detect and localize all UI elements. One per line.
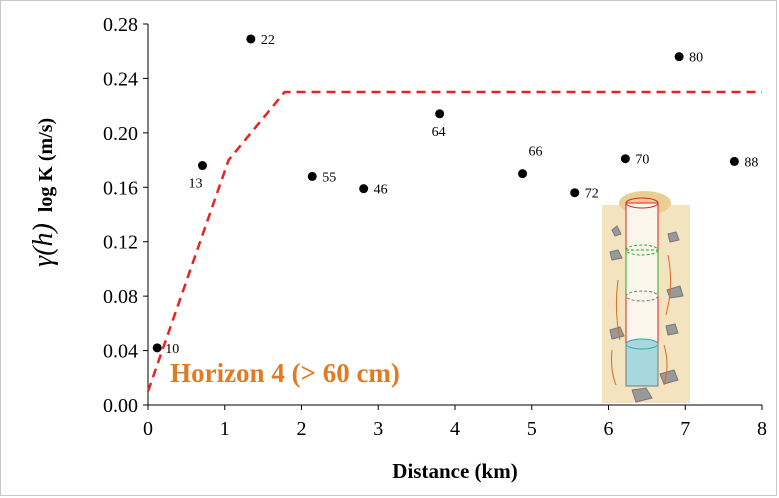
y-tick-label: 0.12 (103, 232, 138, 254)
x-tick-label: 2 (297, 418, 307, 440)
point-label: 55 (322, 170, 336, 185)
x-tick-label: 0 (143, 418, 153, 440)
point-label: 64 (432, 125, 446, 140)
well-illustration (602, 191, 690, 403)
model-line (146, 90, 762, 392)
x-tick-label: 4 (450, 418, 460, 440)
y-axis-label: log K (m/s) (35, 118, 57, 212)
point-label: 72 (585, 187, 599, 202)
x-tick-label: 6 (604, 418, 614, 440)
y-axis-symbol: γ(h) (28, 223, 59, 267)
y-tick-label: 0.00 (103, 395, 138, 417)
y-tick-label: 0.16 (103, 177, 138, 199)
annotation: Horizon 4 (> 60 cm) (170, 358, 400, 388)
data-point (518, 169, 528, 179)
point-label: 22 (261, 33, 275, 48)
point-label: 70 (635, 153, 649, 168)
data-point (307, 171, 317, 181)
point-label: 88 (744, 155, 758, 170)
x-tick-label: 3 (373, 418, 383, 440)
x-tick-label: 7 (680, 418, 690, 440)
data-point (435, 109, 445, 119)
x-tick-label: 1 (220, 418, 230, 440)
y-tick-label: 0.08 (103, 286, 138, 308)
point-label: 80 (689, 51, 703, 66)
y-tick-label: 0.24 (103, 68, 138, 90)
data-point (197, 161, 207, 171)
data-point (570, 188, 580, 198)
data-point (674, 52, 684, 62)
y-tick-label: 0.28 (103, 14, 138, 36)
data-point (152, 343, 162, 353)
y-tick-label: 0.04 (103, 341, 138, 363)
data-point (620, 154, 630, 164)
point-label: 66 (529, 145, 543, 160)
x-tick-label: 5 (527, 418, 537, 440)
point-label: 13 (188, 177, 202, 192)
point-label: 10 (165, 342, 179, 357)
data-point (359, 184, 369, 194)
x-tick-label: 8 (757, 418, 767, 440)
data-point (729, 156, 739, 166)
data-point (246, 34, 256, 44)
y-axis-label-group: γ(h) log K (m/s) (28, 118, 59, 267)
x-axis-label: Distance (km) (392, 459, 517, 483)
y-tick-label: 0.20 (103, 123, 138, 145)
point-label: 46 (374, 183, 388, 198)
